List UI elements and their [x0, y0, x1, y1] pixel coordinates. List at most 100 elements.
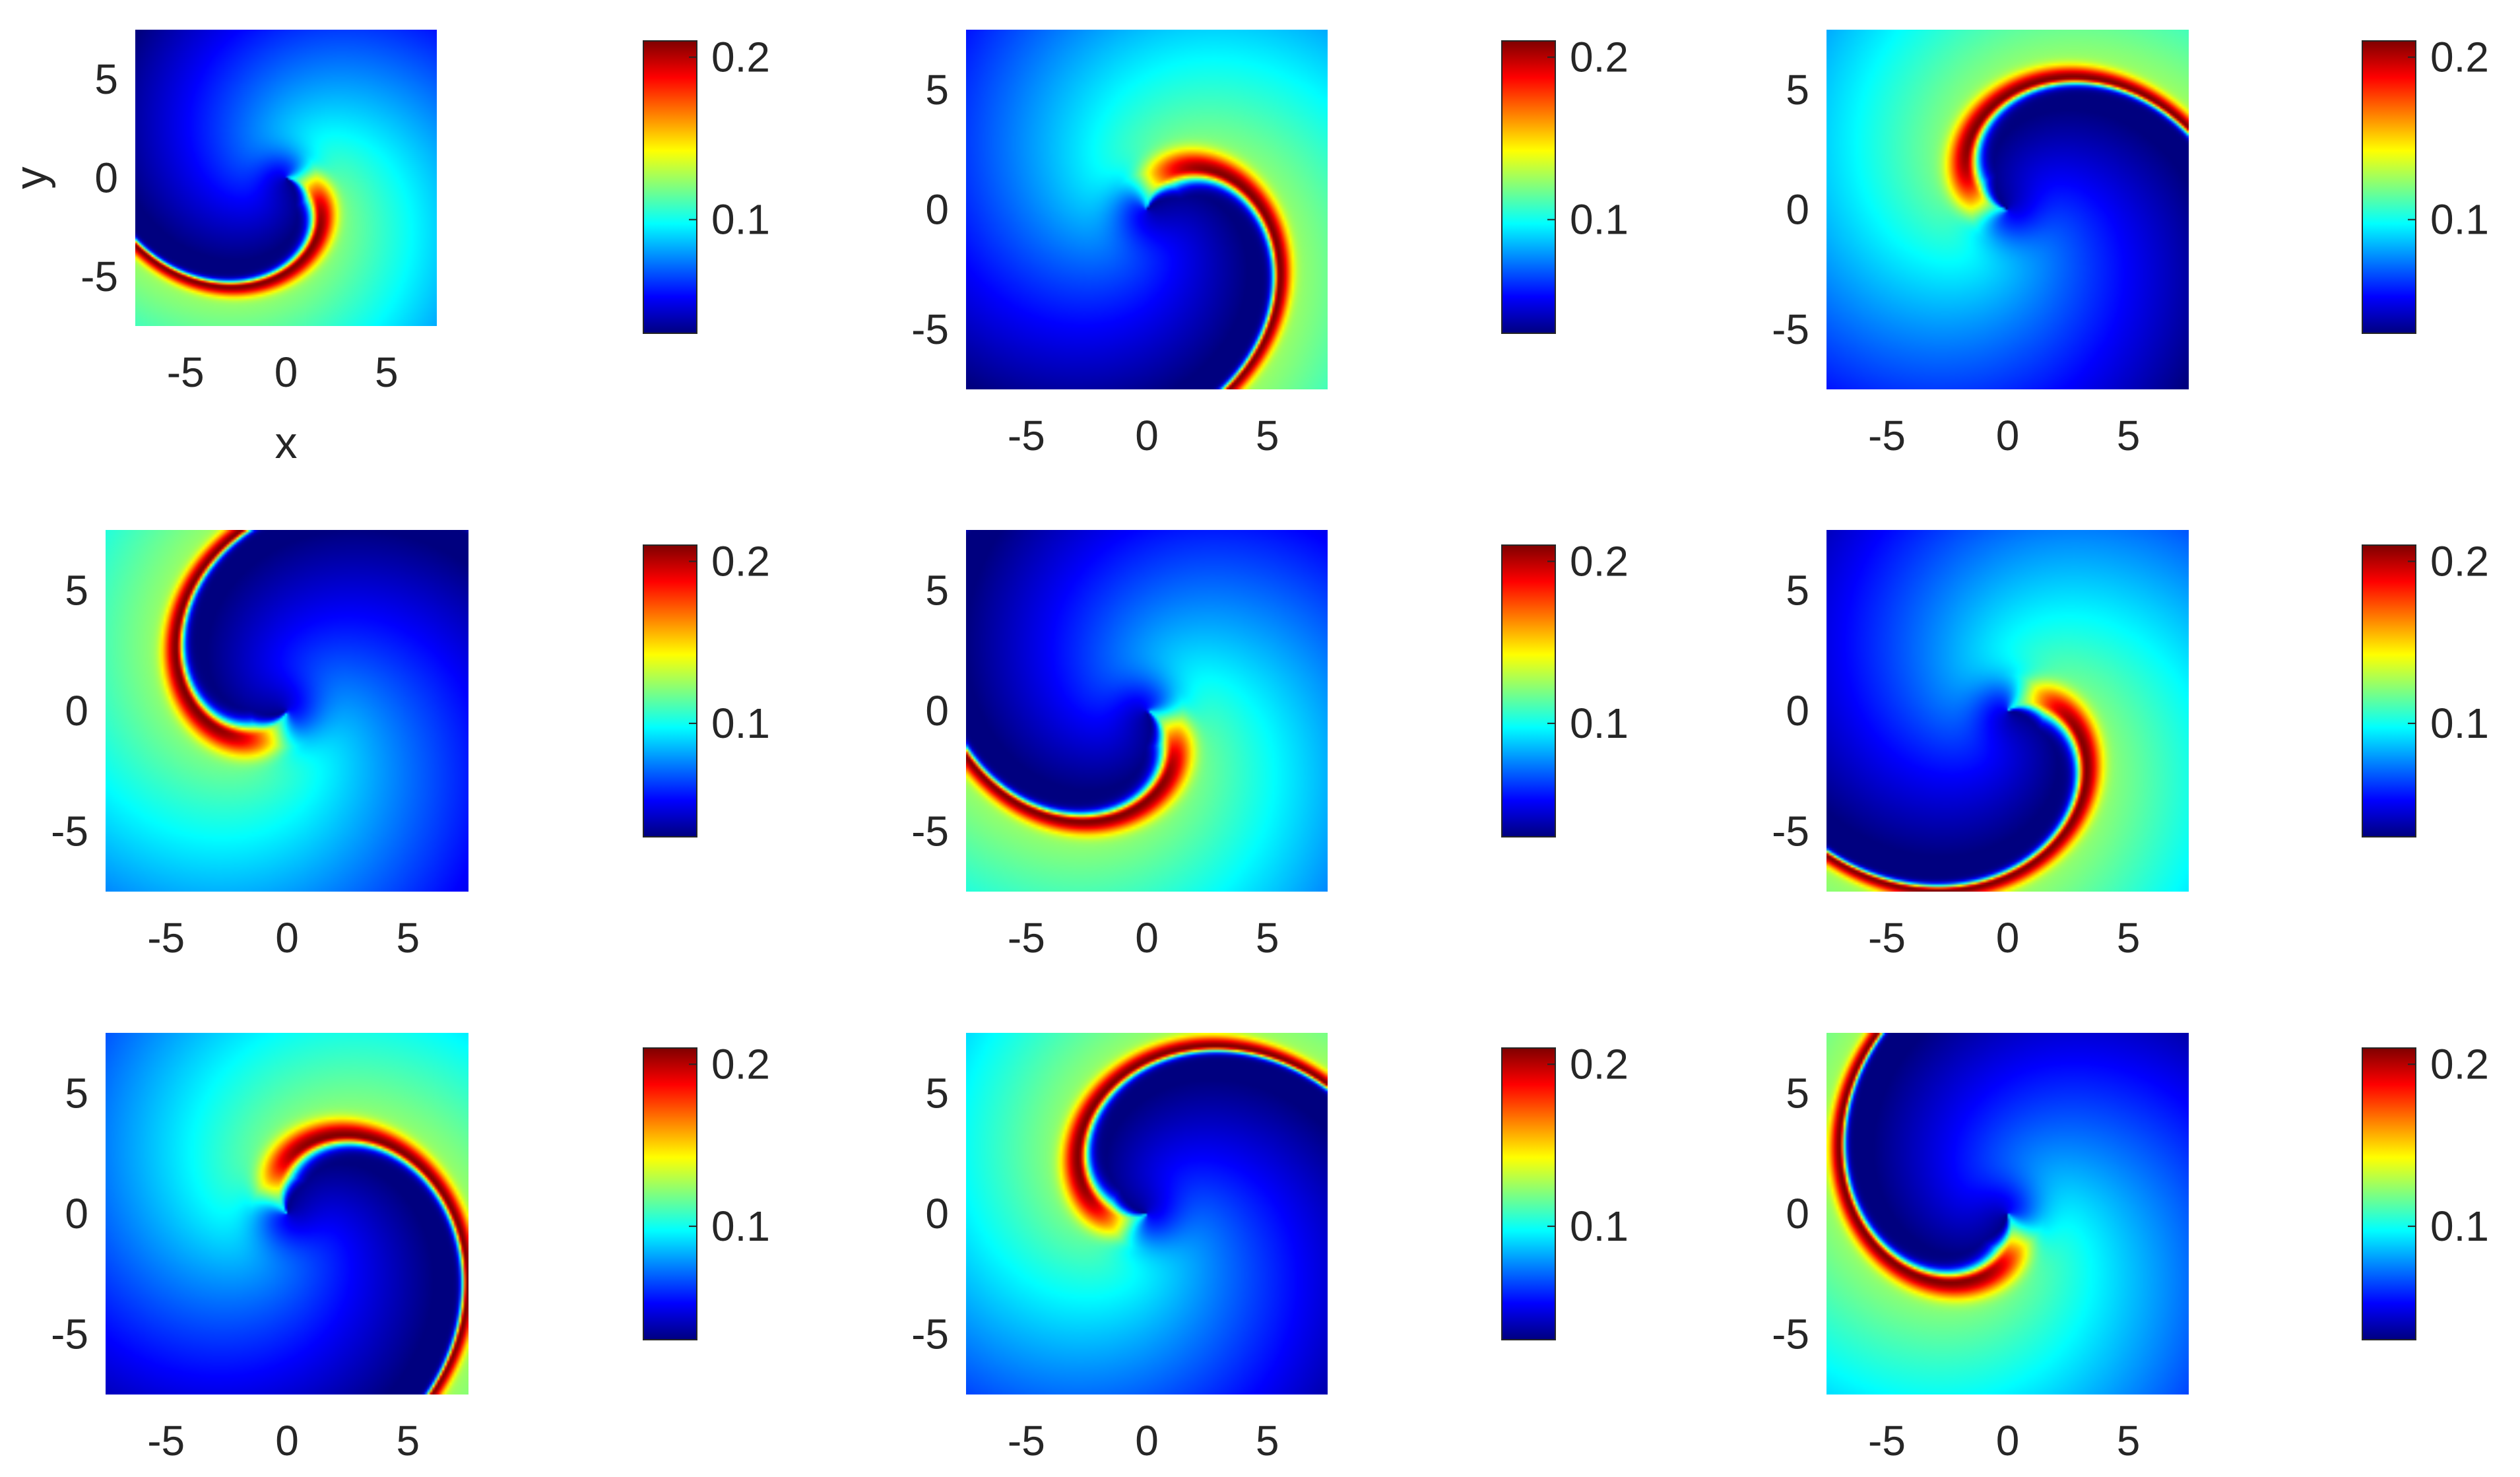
y-tick-label: 5 [65, 1069, 88, 1117]
panel-6: -5 0 5 5 0 -5 0.1 0.2 [1772, 530, 2489, 962]
heatmap-field [966, 1033, 1328, 1395]
heatmap-field [1826, 30, 2189, 389]
x-tick-label: -5 [1008, 914, 1045, 962]
x-tick-label: -5 [1868, 914, 1906, 962]
y-tick-label: -5 [911, 306, 949, 353]
y-tick-label: -5 [51, 808, 88, 855]
colorbar-gradient [643, 1047, 697, 1340]
x-tick-label: -5 [1008, 1417, 1045, 1464]
x-tick-label: 0 [1135, 412, 1159, 459]
colorbar-tick-label: 0.1 [2430, 700, 2489, 747]
colorbar-gradient [1501, 1047, 1556, 1340]
colorbar-tick-label: 0.1 [1570, 1202, 1629, 1250]
colorbar-tick-label: 0.1 [711, 196, 770, 244]
panel-3: -5 0 5 5 0 -5 0.1 0.2 [1772, 30, 2489, 459]
colorbar-tick-label: 0.2 [2430, 538, 2489, 585]
colorbar-tick-label: 0.2 [2430, 1041, 2489, 1088]
colorbar-gradient [1501, 544, 1556, 837]
x-tick-label: -5 [1868, 1417, 1906, 1464]
colorbar-gradient [643, 40, 697, 334]
colorbar-gradient [1501, 40, 1556, 334]
y-tick-label: 0 [1786, 1190, 1809, 1237]
x-tick-label: 0 [1996, 1417, 2020, 1464]
heatmap-field [966, 530, 1328, 892]
y-tick-label: 0 [94, 154, 118, 202]
colorbar-tick-label: 0.2 [2430, 34, 2489, 81]
y-tick-label: 5 [925, 66, 949, 114]
y-tick-label: -5 [51, 1311, 88, 1358]
heatmap-field [106, 530, 468, 892]
y-tick-label: 0 [925, 687, 949, 735]
heatmap-field [1826, 530, 2189, 892]
x-tick-label: -5 [147, 1417, 185, 1464]
x-tick-label: 5 [2117, 1417, 2141, 1464]
x-tick-label: 0 [275, 1417, 299, 1464]
y-axis-label: y [6, 167, 56, 189]
y-tick-label: 5 [925, 1069, 949, 1117]
colorbar-tick-label: 0.2 [711, 34, 770, 81]
panel-1: -5 0 5 5 0 -5 x y 0.1 0.2 [6, 30, 770, 468]
x-tick-label: 5 [2117, 412, 2141, 459]
y-tick-label: -5 [1772, 306, 1809, 353]
colorbar-gradient [2362, 544, 2416, 837]
x-tick-label: -5 [167, 348, 205, 396]
y-tick-label: 5 [1786, 66, 1809, 114]
colorbar-tick-label: 0.1 [1570, 700, 1629, 747]
colorbar-gradient [2362, 1047, 2416, 1340]
panel-9: -5 0 5 5 0 -5 0.1 0.2 [1772, 1033, 2489, 1464]
panel-7: -5 0 5 5 0 -5 0.1 0.2 [51, 1033, 770, 1464]
panel-5: -5 0 5 5 0 -5 0.1 0.2 [911, 530, 1629, 962]
heatmap-field [106, 1033, 468, 1395]
colorbar: 0.1 0.2 [643, 1041, 770, 1340]
y-tick-label: 0 [925, 1190, 949, 1237]
x-tick-label: 5 [2117, 914, 2141, 962]
colorbar: 0.1 0.2 [2362, 1041, 2489, 1340]
x-tick-label: 0 [275, 914, 299, 962]
colorbar-tick-label: 0.2 [711, 538, 770, 585]
x-tick-label: -5 [1008, 412, 1045, 459]
colorbar: 0.1 0.2 [2362, 34, 2489, 334]
colorbar: 0.1 0.2 [1501, 538, 1629, 837]
x-tick-label: -5 [147, 914, 185, 962]
y-tick-label: -5 [81, 253, 118, 300]
y-tick-label: -5 [911, 808, 949, 855]
x-tick-label: 0 [275, 348, 298, 396]
x-tick-label: 5 [1256, 914, 1279, 962]
colorbar-tick-label: 0.2 [1570, 1041, 1629, 1088]
y-tick-label: 0 [65, 687, 88, 735]
x-tick-label: -5 [1868, 412, 1906, 459]
x-axis-label: x [275, 418, 298, 468]
x-tick-label: 5 [375, 348, 399, 396]
y-tick-label: 0 [1786, 186, 1809, 234]
colorbar-gradient [2362, 40, 2416, 334]
y-tick-label: -5 [1772, 808, 1809, 855]
heatmap-field [966, 30, 1328, 389]
x-tick-label: 0 [1996, 914, 2020, 962]
x-tick-label: 5 [1256, 412, 1279, 459]
heatmap-field [1826, 1033, 2189, 1395]
colorbar: 0.1 0.2 [1501, 34, 1629, 334]
x-tick-label: 5 [397, 1417, 420, 1464]
colorbar-tick-label: 0.2 [711, 1041, 770, 1088]
x-tick-label: 5 [397, 914, 420, 962]
y-tick-label: -5 [911, 1311, 949, 1358]
y-tick-label: 0 [925, 186, 949, 234]
colorbar-tick-label: 0.1 [2430, 196, 2489, 244]
x-tick-label: 0 [1996, 412, 2020, 459]
y-tick-label: 0 [65, 1190, 88, 1237]
colorbar-tick-label: 0.1 [1570, 196, 1629, 244]
panel-8: -5 0 5 5 0 -5 0.1 0.2 [911, 1033, 1629, 1464]
colorbar-tick-label: 0.2 [1570, 538, 1629, 585]
heatmap-field [135, 30, 437, 326]
colorbar-tick-label: 0.1 [711, 1202, 770, 1250]
colorbar-tick-label: 0.1 [2430, 1202, 2489, 1250]
y-tick-label: 5 [1786, 1069, 1809, 1117]
y-tick-label: 5 [925, 566, 949, 614]
colorbar-gradient [643, 544, 697, 837]
colorbar: 0.1 0.2 [2362, 538, 2489, 837]
x-tick-label: 0 [1135, 1417, 1159, 1464]
colorbar: 0.1 0.2 [643, 34, 770, 334]
y-tick-label: 5 [65, 566, 88, 614]
y-tick-label: -5 [1772, 1311, 1809, 1358]
colorbar: 0.1 0.2 [1501, 1041, 1629, 1340]
